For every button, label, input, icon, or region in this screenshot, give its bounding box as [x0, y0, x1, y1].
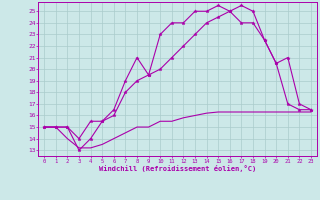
X-axis label: Windchill (Refroidissement éolien,°C): Windchill (Refroidissement éolien,°C) — [99, 165, 256, 172]
